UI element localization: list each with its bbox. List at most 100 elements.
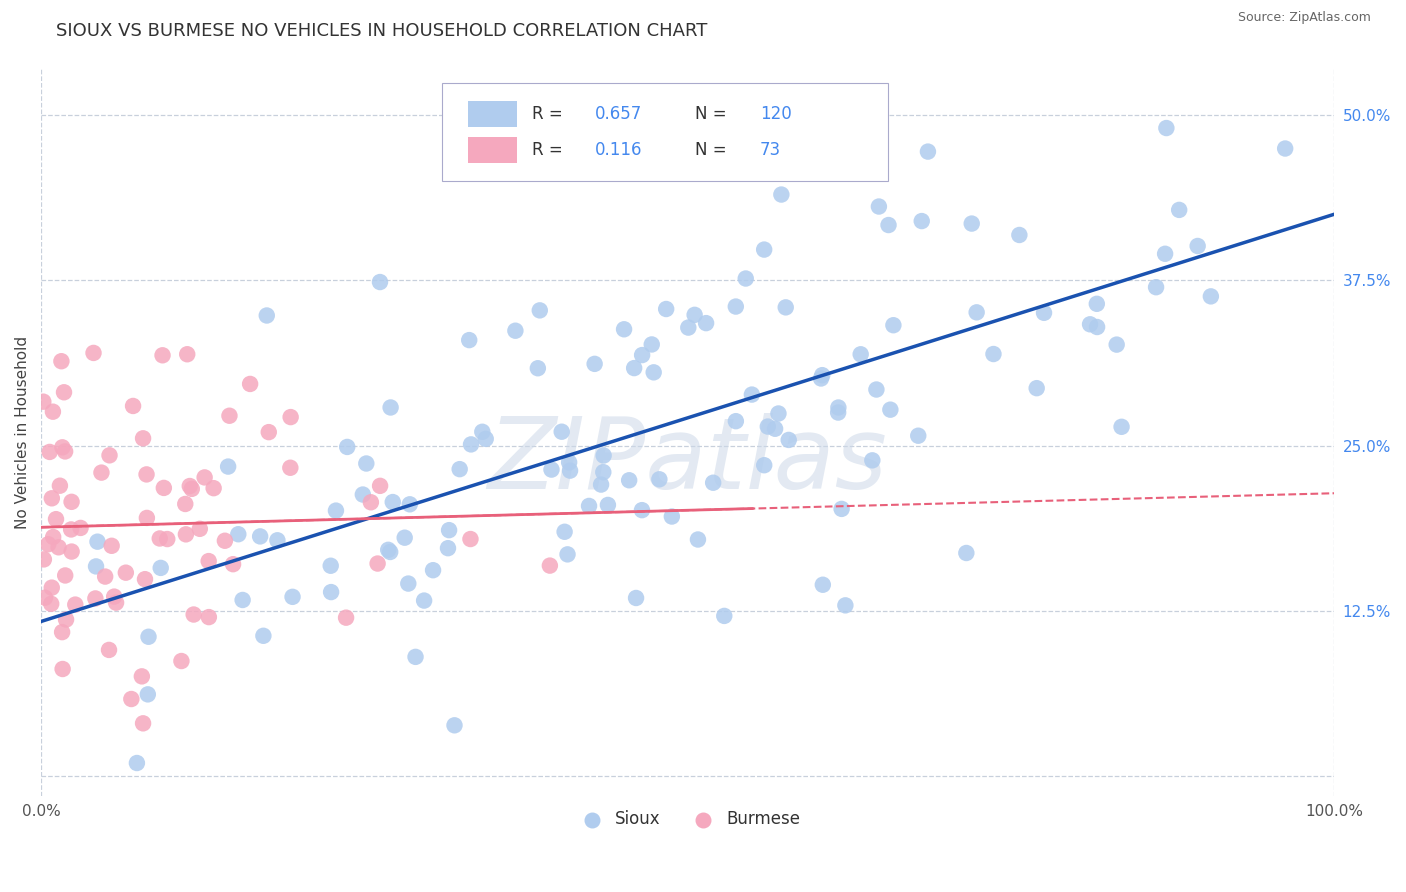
Point bbox=[132, 431, 155, 445]
Text: 120: 120 bbox=[761, 104, 792, 122]
Point bbox=[90, 466, 112, 480]
Point bbox=[702, 475, 724, 490]
Point bbox=[1168, 202, 1191, 217]
Point bbox=[197, 554, 219, 568]
Point bbox=[741, 387, 763, 401]
Point bbox=[631, 503, 654, 517]
Point bbox=[768, 407, 790, 421]
Text: 73: 73 bbox=[761, 141, 782, 159]
Point bbox=[53, 444, 76, 458]
Point bbox=[557, 547, 579, 561]
Point bbox=[1154, 247, 1177, 261]
Point bbox=[624, 591, 647, 605]
Point bbox=[60, 523, 83, 537]
Point bbox=[367, 557, 389, 571]
Point bbox=[527, 361, 550, 376]
Point bbox=[443, 718, 465, 732]
Point bbox=[592, 449, 614, 463]
Point bbox=[811, 368, 834, 383]
Text: Source: ZipAtlas.com: Source: ZipAtlas.com bbox=[1237, 11, 1371, 24]
Point bbox=[156, 532, 179, 546]
Point bbox=[174, 497, 197, 511]
Point bbox=[655, 301, 678, 316]
Point bbox=[122, 399, 145, 413]
Point bbox=[42, 530, 65, 544]
Point bbox=[827, 401, 849, 415]
Point bbox=[32, 552, 55, 566]
Point bbox=[592, 465, 614, 479]
Point bbox=[1033, 306, 1056, 320]
Point bbox=[149, 561, 172, 575]
Point bbox=[505, 324, 527, 338]
Point bbox=[907, 428, 929, 442]
Point bbox=[281, 590, 304, 604]
Point bbox=[52, 662, 75, 676]
Point bbox=[583, 357, 606, 371]
Point bbox=[551, 425, 574, 439]
Point bbox=[617, 473, 640, 487]
Point bbox=[811, 578, 834, 592]
Point bbox=[252, 629, 274, 643]
Point bbox=[558, 455, 581, 469]
Point bbox=[32, 394, 55, 409]
Point bbox=[217, 459, 239, 474]
Point bbox=[51, 625, 73, 640]
Point bbox=[51, 354, 73, 368]
Point bbox=[831, 502, 853, 516]
Point bbox=[529, 303, 551, 318]
Point bbox=[98, 643, 121, 657]
Point bbox=[135, 467, 157, 482]
Point bbox=[188, 522, 211, 536]
Point bbox=[756, 419, 779, 434]
Point bbox=[394, 531, 416, 545]
Point bbox=[42, 405, 65, 419]
Point bbox=[194, 470, 217, 484]
Point bbox=[1085, 320, 1108, 334]
Point bbox=[360, 495, 382, 509]
Point bbox=[34, 591, 56, 605]
FancyBboxPatch shape bbox=[468, 136, 517, 163]
Point bbox=[249, 529, 271, 543]
Text: N =: N = bbox=[696, 104, 733, 122]
Point bbox=[770, 187, 793, 202]
Point bbox=[170, 654, 193, 668]
Point bbox=[724, 414, 747, 428]
Point bbox=[1199, 289, 1222, 303]
Point bbox=[877, 218, 900, 232]
Point bbox=[437, 541, 460, 556]
Point bbox=[460, 532, 482, 546]
Point bbox=[179, 479, 201, 493]
Point bbox=[754, 458, 776, 473]
Point bbox=[41, 581, 63, 595]
Point bbox=[695, 316, 717, 330]
Legend: Sioux, Burmese: Sioux, Burmese bbox=[568, 804, 807, 835]
Point bbox=[413, 593, 436, 607]
Point bbox=[460, 437, 482, 451]
Point bbox=[554, 524, 576, 539]
Point bbox=[810, 371, 832, 385]
Point bbox=[152, 348, 174, 362]
Point bbox=[325, 503, 347, 517]
Point bbox=[83, 346, 105, 360]
Point bbox=[613, 322, 636, 336]
Point bbox=[94, 569, 117, 583]
Point bbox=[540, 462, 562, 476]
Point bbox=[396, 576, 419, 591]
Point bbox=[266, 533, 288, 548]
Point bbox=[84, 591, 107, 606]
Point bbox=[879, 402, 901, 417]
Point bbox=[65, 598, 87, 612]
Point bbox=[278, 460, 301, 475]
Point bbox=[51, 441, 73, 455]
Point bbox=[55, 613, 77, 627]
Point bbox=[678, 320, 700, 334]
Point bbox=[39, 597, 62, 611]
Point bbox=[623, 361, 645, 376]
Point bbox=[398, 497, 420, 511]
Point bbox=[48, 541, 70, 555]
Point bbox=[911, 214, 934, 228]
Point bbox=[686, 533, 709, 547]
Point bbox=[1025, 381, 1047, 395]
Point bbox=[558, 464, 581, 478]
Point bbox=[174, 527, 197, 541]
